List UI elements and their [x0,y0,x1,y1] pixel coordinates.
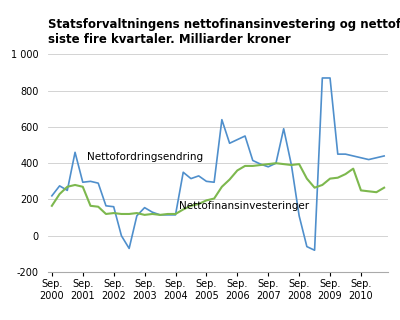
Text: Nettofinansinvesteringer: Nettofinansinvesteringer [179,201,310,211]
Text: Statsforvaltningens nettofinansinvestering og nettofordringsendring
siste fire k: Statsforvaltningens nettofinansinvesteri… [48,18,400,46]
Text: Nettofordringsendring: Nettofordringsendring [87,152,203,162]
